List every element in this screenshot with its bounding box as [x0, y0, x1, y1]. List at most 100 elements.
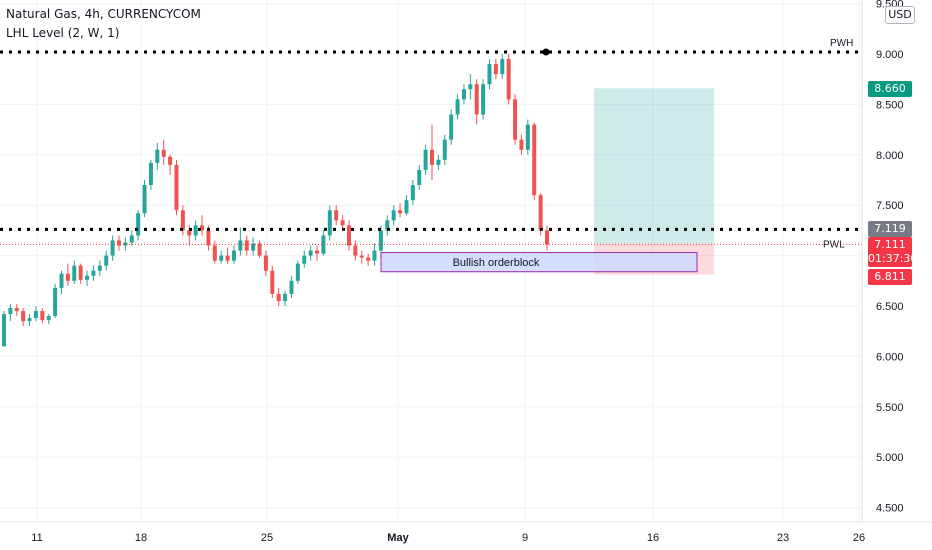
candle-body [461, 89, 466, 100]
candle-body [308, 250, 313, 256]
candle-body [110, 240, 115, 256]
candle-body [155, 149, 160, 163]
candle-body [525, 124, 530, 150]
candle-body [442, 139, 447, 160]
candle-body [270, 270, 275, 294]
candle-body [315, 250, 320, 254]
symbol-title[interactable]: Natural Gas, 4h, CURRENCYCOM [6, 7, 201, 21]
candle-body [72, 265, 77, 281]
candle-body [97, 265, 102, 271]
candle-body [321, 235, 326, 254]
candle-body [161, 149, 166, 157]
candle-body [206, 230, 211, 246]
position-zones[interactable] [594, 88, 714, 275]
candle-body [225, 255, 230, 261]
candle-body [340, 220, 345, 226]
time-tick-label: 16 [647, 532, 659, 544]
candle-body [142, 185, 147, 214]
pwh-anchor-dot[interactable] [542, 48, 550, 56]
candle-body [174, 164, 179, 211]
candle-body [385, 220, 390, 231]
level-lines [0, 48, 862, 245]
candle-body [212, 245, 217, 261]
candle-body [21, 311, 26, 322]
candle-body [500, 59, 505, 75]
time-tick-label: 25 [261, 532, 273, 544]
candle-body [238, 240, 243, 251]
candle-body [193, 225, 198, 236]
price-tick-label: 6.000 [876, 351, 904, 363]
candle-body [219, 255, 224, 261]
candle-body [59, 273, 64, 288]
candle-body [200, 225, 205, 231]
time-tick-label: May [387, 532, 409, 544]
candle-body [136, 213, 141, 236]
candle-body [129, 235, 134, 243]
indicator-title[interactable]: LHL Level (2, W, 1) [6, 26, 120, 40]
candle-body [263, 255, 268, 271]
candle-body [359, 255, 364, 258]
candle-body [180, 210, 185, 231]
time-tick-label: 26 [853, 532, 865, 544]
candle-body [481, 84, 486, 115]
orderblock-box[interactable]: Bullish orderblock [380, 252, 698, 273]
candle-body [46, 316, 51, 321]
candle-body [430, 149, 435, 165]
price-tick-label: 4.500 [876, 503, 904, 515]
time-tick-label: 11 [31, 532, 42, 544]
candle-body [327, 210, 332, 236]
price-tick-label: 8.500 [876, 99, 904, 111]
price-tick-label: 5.500 [876, 402, 904, 414]
candle-body [391, 210, 396, 221]
candle-body [78, 265, 83, 280]
candle-body [302, 255, 307, 264]
candle-body [404, 200, 409, 214]
candle-body [493, 64, 498, 75]
candle-body [410, 185, 415, 201]
candle-body [8, 308, 13, 315]
candle-body [545, 230, 549, 245]
time-tick-label: 18 [135, 532, 147, 544]
candle-body [532, 124, 537, 196]
candle-body [334, 210, 339, 221]
pwl-label: PWL [823, 239, 845, 250]
candle-body [449, 114, 454, 140]
currency-button[interactable]: USD [885, 6, 915, 24]
candle-body [283, 293, 288, 301]
candle-body [487, 64, 492, 85]
level-price-tag: 7.119 [868, 221, 912, 237]
orderblock-label: Bullish orderblock [453, 257, 540, 269]
candle-body [436, 159, 441, 165]
bar-countdown: 01:37:30 [868, 252, 918, 265]
time-tick-label: 9 [522, 532, 528, 544]
candle-body [85, 275, 90, 280]
candle-body [455, 99, 460, 115]
target-price-tag: 8.660 [868, 81, 912, 97]
candle-body [353, 245, 358, 256]
candle-body [116, 240, 121, 246]
candle-body [2, 314, 6, 347]
candle-body [276, 293, 281, 301]
price-tick-label: 5.000 [876, 452, 904, 464]
candle-body [231, 250, 236, 261]
candle-body [14, 308, 19, 312]
profit-zone[interactable] [594, 88, 714, 244]
candle-body [244, 240, 249, 251]
candle-body [372, 250, 377, 261]
price-tick-label: 7.500 [876, 200, 904, 212]
candle-body [366, 257, 371, 261]
candle-body [27, 318, 32, 322]
orderblock-rect[interactable] [380, 252, 698, 273]
stop-price-tag: 6.811 [868, 269, 912, 285]
candle-body [104, 255, 109, 266]
candle-body [168, 156, 173, 165]
candle-body [346, 225, 351, 246]
candle-body [423, 149, 428, 170]
price-tick-label: 9.500 [876, 0, 904, 11]
candle-body [474, 84, 479, 115]
candle-body [148, 162, 153, 186]
last-price-value: 7.111 [874, 238, 906, 251]
price-tick-label: 8.000 [876, 150, 904, 162]
